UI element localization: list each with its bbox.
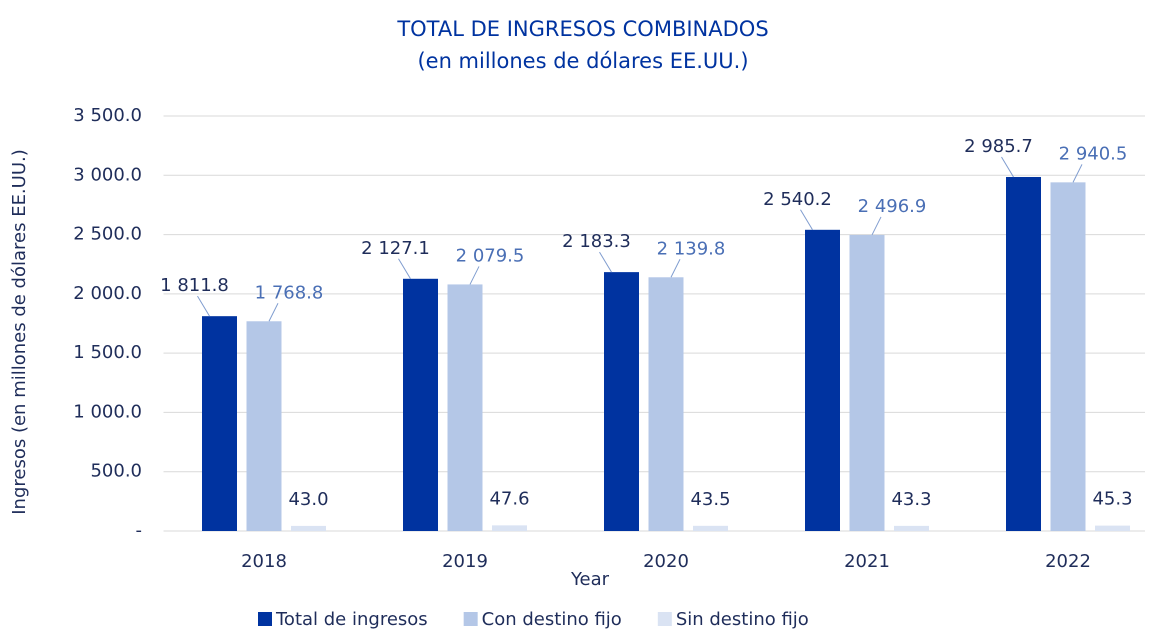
x-tick-label: 2018 bbox=[241, 551, 287, 572]
data-label: 43.5 bbox=[690, 489, 730, 510]
y-tick-label: 3 500.0 bbox=[73, 105, 142, 126]
data-label: 1 768.8 bbox=[255, 282, 324, 303]
data-label: 2 496.9 bbox=[858, 196, 927, 217]
bar bbox=[894, 525, 929, 531]
y-tick-label: - bbox=[136, 520, 143, 541]
bar bbox=[492, 525, 527, 531]
leader-line bbox=[599, 251, 612, 273]
legend-swatch bbox=[258, 612, 272, 626]
data-label: 2 540.2 bbox=[763, 189, 832, 210]
legend-label: Con destino fijo bbox=[482, 609, 622, 630]
data-label: 45.3 bbox=[1092, 489, 1132, 510]
bar bbox=[246, 321, 282, 531]
bar bbox=[693, 525, 728, 531]
legend-swatch bbox=[657, 612, 672, 626]
data-label: 43.0 bbox=[288, 489, 328, 510]
legend-label: Total de ingresos bbox=[275, 609, 428, 630]
bar bbox=[403, 278, 438, 531]
data-label: 2 079.5 bbox=[456, 245, 525, 266]
y-tick-label: 500.0 bbox=[90, 461, 142, 482]
y-tick-label: 1 500.0 bbox=[73, 342, 142, 363]
x-axis-title: Year bbox=[570, 569, 610, 590]
leader-line bbox=[871, 216, 882, 236]
bar bbox=[604, 272, 639, 531]
y-axis-title: Ingresos (en millones de dólares EE.UU.) bbox=[9, 149, 30, 515]
y-tick-label: 1 000.0 bbox=[73, 401, 142, 422]
bar bbox=[805, 229, 840, 531]
leader-line bbox=[398, 258, 411, 280]
x-tick-label: 2019 bbox=[442, 551, 488, 572]
y-tick-label: 2 000.0 bbox=[73, 283, 142, 304]
leader-line bbox=[469, 266, 480, 285]
leader-line bbox=[800, 209, 813, 231]
leader-line bbox=[1001, 156, 1014, 178]
data-label: 2 985.7 bbox=[964, 136, 1033, 157]
leader-line bbox=[1072, 164, 1083, 183]
bar bbox=[202, 316, 237, 531]
data-label: 1 811.8 bbox=[160, 275, 229, 296]
bar bbox=[648, 277, 684, 531]
leader-line bbox=[268, 303, 279, 322]
legend-label: Sin destino fijo bbox=[676, 609, 809, 630]
bar bbox=[291, 525, 326, 531]
bar bbox=[1006, 176, 1041, 531]
x-tick-label: 2022 bbox=[1045, 551, 1091, 572]
data-label: 2 183.3 bbox=[562, 231, 631, 252]
data-label: 2 139.8 bbox=[657, 238, 726, 259]
bar bbox=[1050, 182, 1086, 532]
bar bbox=[447, 284, 483, 531]
leader-line bbox=[197, 295, 210, 317]
legend-swatch bbox=[463, 612, 478, 626]
data-label: 43.3 bbox=[891, 489, 931, 510]
data-label: 2 940.5 bbox=[1059, 143, 1128, 164]
chart-subtitle: (en millones de dólares EE.UU.) bbox=[417, 49, 748, 73]
data-label: 47.6 bbox=[489, 488, 529, 509]
bar bbox=[849, 234, 885, 531]
x-tick-label: 2020 bbox=[643, 551, 689, 572]
y-tick-label: 3 000.0 bbox=[73, 164, 142, 185]
bar bbox=[1095, 525, 1130, 531]
chart-title: TOTAL DE INGRESOS COMBINADOS bbox=[396, 17, 768, 41]
data-label: 2 127.1 bbox=[361, 238, 430, 259]
leader-line bbox=[670, 259, 681, 278]
x-tick-label: 2021 bbox=[844, 551, 890, 572]
y-tick-label: 2 500.0 bbox=[73, 224, 142, 245]
